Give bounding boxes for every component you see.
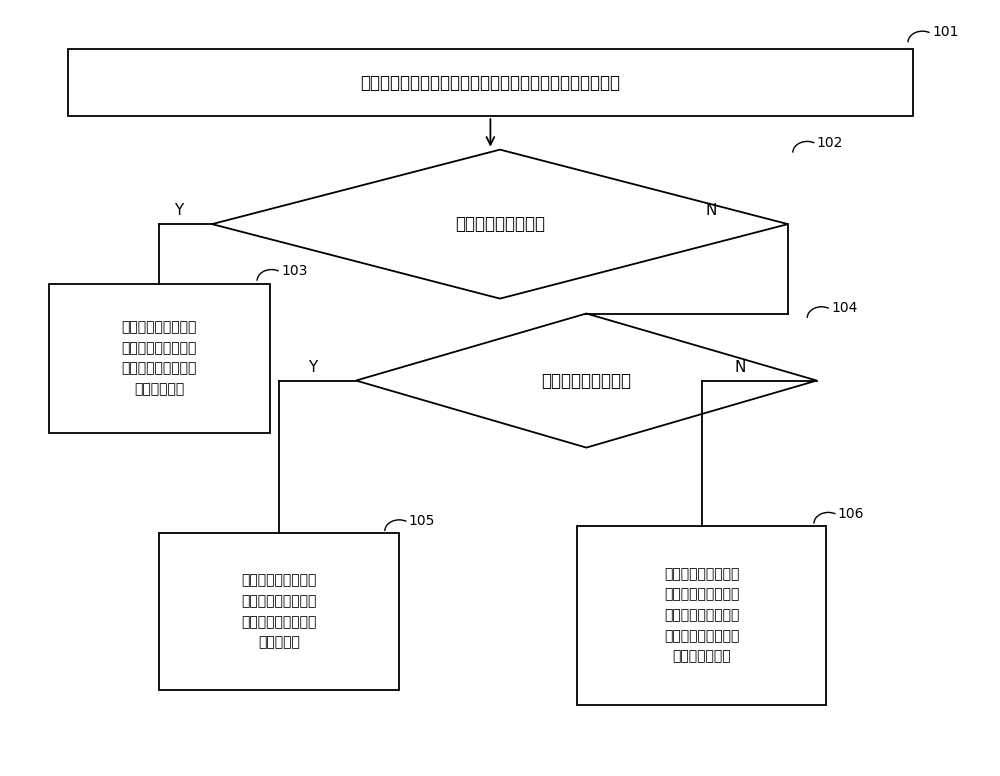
FancyBboxPatch shape bbox=[577, 526, 826, 705]
FancyBboxPatch shape bbox=[159, 533, 399, 690]
Text: 是否小于第一阈值？: 是否小于第一阈值？ bbox=[455, 215, 545, 233]
Text: 101: 101 bbox=[932, 26, 958, 40]
Text: 依据第一阈值、第二
阈值、机车电网侧的
当前电压值以及制动
总功率值，控制调整
开关管的占空比: 依据第一阈值、第二 阈值、机车电网侧的 当前电压值以及制动 总功率值，控制调整 … bbox=[664, 567, 739, 663]
Text: 103: 103 bbox=[281, 264, 307, 278]
Text: 控制开关管保持闭合
，以使得包括制动电
阻的制动电阻回路处
于工作状态: 控制开关管保持闭合 ，以使得包括制动电 阻的制动电阻回路处 于工作状态 bbox=[242, 573, 317, 650]
Polygon shape bbox=[356, 314, 817, 448]
Text: Y: Y bbox=[174, 203, 183, 218]
Polygon shape bbox=[212, 150, 788, 299]
Text: 检测机车电网侧的当前电压，获得机车电网侧的当前电压值: 检测机车电网侧的当前电压，获得机车电网侧的当前电压值 bbox=[360, 74, 620, 92]
Text: N: N bbox=[706, 203, 717, 218]
Text: N: N bbox=[734, 359, 746, 375]
Text: 106: 106 bbox=[838, 507, 864, 521]
FancyBboxPatch shape bbox=[49, 284, 270, 433]
FancyBboxPatch shape bbox=[68, 49, 913, 116]
Text: 控制开关管保持断开
，以使得包括制动电
阻的制动电阻回路处
于非工作状态: 控制开关管保持断开 ，以使得包括制动电 阻的制动电阻回路处 于非工作状态 bbox=[122, 320, 197, 396]
Text: 104: 104 bbox=[831, 301, 858, 315]
Text: 102: 102 bbox=[817, 136, 843, 150]
Text: 105: 105 bbox=[409, 514, 435, 528]
Text: 是否大于第二阈值？: 是否大于第二阈值？ bbox=[541, 372, 631, 390]
Text: Y: Y bbox=[308, 359, 317, 375]
